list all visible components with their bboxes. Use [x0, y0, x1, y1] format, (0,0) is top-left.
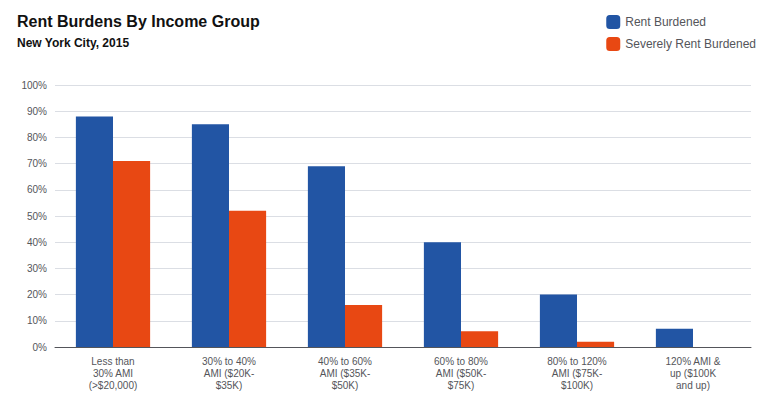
svg-text:New York City, 2015: New York City, 2015 [17, 36, 129, 50]
svg-text:$50K): $50K) [332, 380, 359, 391]
svg-text:30% to 40%: 30% to 40% [202, 356, 256, 367]
svg-text:AMI ($50K-: AMI ($50K- [436, 368, 487, 379]
svg-text:10%: 10% [27, 315, 47, 326]
svg-text:40% to 60%: 40% to 60% [318, 356, 372, 367]
svg-text:100%: 100% [21, 80, 47, 91]
svg-text:60% to 80%: 60% to 80% [434, 356, 488, 367]
svg-text:60%: 60% [27, 184, 47, 195]
svg-text:30%: 30% [27, 263, 47, 274]
svg-text:Severely Rent Burdened: Severely Rent Burdened [625, 37, 756, 51]
svg-text:40%: 40% [27, 237, 47, 248]
svg-text:0%: 0% [33, 342, 48, 353]
svg-text:AMI ($20K-: AMI ($20K- [204, 368, 255, 379]
svg-text:(>$20,000): (>$20,000) [89, 380, 138, 391]
svg-text:$75K): $75K) [448, 380, 475, 391]
svg-text:and up): and up) [676, 380, 710, 391]
svg-text:Rent Burdened: Rent Burdened [625, 15, 706, 29]
svg-text:80%: 80% [27, 132, 47, 143]
svg-text:80% to 120%: 80% to 120% [547, 356, 607, 367]
svg-text:20%: 20% [27, 289, 47, 300]
svg-text:AMI ($75K-: AMI ($75K- [552, 368, 603, 379]
svg-text:$100K): $100K) [561, 380, 593, 391]
svg-text:AMI ($35K-: AMI ($35K- [320, 368, 371, 379]
svg-text:$35K): $35K) [216, 380, 243, 391]
svg-text:50%: 50% [27, 211, 47, 222]
svg-text:Rent Burdens By Income Group: Rent Burdens By Income Group [17, 13, 260, 30]
svg-text:90%: 90% [27, 106, 47, 117]
svg-text:30% AMI: 30% AMI [93, 368, 133, 379]
svg-text:70%: 70% [27, 158, 47, 169]
svg-text:up ($100K: up ($100K [670, 368, 716, 379]
svg-text:120% AMI &: 120% AMI & [665, 356, 720, 367]
svg-text:Less than: Less than [91, 356, 134, 367]
